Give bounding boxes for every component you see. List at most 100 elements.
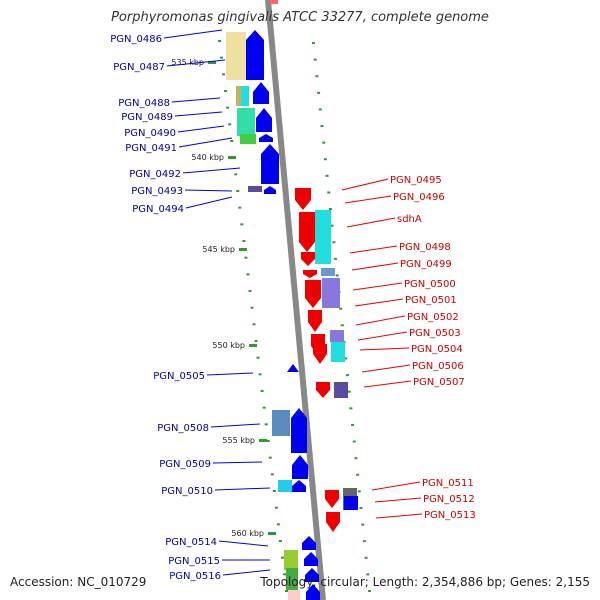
gene-block [237, 108, 255, 136]
forward-gene-arrow [305, 568, 319, 582]
gene-block [315, 210, 331, 264]
gene-label-forward[interactable]: PGN_0488 [118, 98, 170, 109]
gene-block [278, 480, 292, 492]
gene-label-forward[interactable]: PGN_0486 [110, 34, 162, 45]
scale-tick [239, 248, 247, 251]
outer-tick [325, 174, 329, 177]
gene-label-forward[interactable]: PGN_0491 [125, 143, 177, 154]
scale-tick [228, 156, 236, 159]
leader-line [184, 189, 233, 192]
gene-label-forward[interactable]: PGN_0490 [124, 128, 176, 139]
gene-label-forward[interactable]: PGN_0505 [153, 371, 205, 382]
leader-line [352, 282, 403, 291]
gene-label-reverse[interactable]: PGN_0498 [399, 242, 451, 253]
gene-label-reverse[interactable]: PGN_0500 [404, 279, 456, 290]
gene-label-forward[interactable]: PGN_0494 [132, 204, 184, 215]
outer-tick [347, 390, 351, 393]
outer-tick [332, 241, 336, 244]
gene-label-reverse[interactable]: sdhA [397, 214, 422, 225]
outer-tick [323, 158, 327, 161]
leader-line [344, 195, 392, 204]
outer-tick [318, 108, 322, 111]
inner-tick [240, 223, 244, 226]
leader-line [355, 315, 406, 326]
reverse-gene-arrow [308, 310, 322, 332]
gene-label-forward[interactable]: PGN_0508 [157, 423, 209, 434]
forward-gene-arrow [259, 134, 273, 142]
outer-tick [359, 506, 363, 509]
outer-tick [335, 274, 339, 277]
outer-tick [344, 357, 348, 360]
gene-block [286, 568, 298, 590]
gene-block [241, 86, 249, 106]
scale-tick [259, 439, 267, 442]
outer-tick [366, 573, 370, 576]
inner-tick [254, 340, 258, 342]
reverse-gene-arrow [303, 270, 317, 278]
inner-tick [285, 590, 288, 592]
gene-label-reverse[interactable]: PGN_0513 [424, 510, 476, 521]
leader-line [363, 380, 412, 388]
forward-gene-arrow [306, 584, 320, 600]
feature-layer [226, 30, 358, 600]
gene-label-reverse[interactable]: PGN_0499 [400, 259, 452, 270]
map-title: Porphyromonas gingivalis ATCC 33277, com… [111, 10, 489, 25]
gene-label-reverse[interactable]: PGN_0506 [412, 361, 464, 372]
leader-line [174, 111, 223, 117]
leader-line [351, 262, 399, 271]
leader-line [210, 423, 261, 428]
label-layer: PGN_0486 PGN_0487 PGN_0488 PGN_0489 PGN_0490… [110, 34, 475, 582]
outer-tick [327, 191, 331, 194]
topology-text: Topology: circular; Length: 2,354,886 bp… [260, 575, 590, 589]
leader-line [178, 137, 233, 148]
forward-gene-arrow [264, 186, 276, 194]
gene-label-forward[interactable]: PGN_0487 [113, 62, 165, 73]
gene-label-reverse[interactable]: PGN_0502 [407, 312, 459, 323]
gene-label-reverse[interactable]: PGN_0504 [411, 344, 463, 355]
scale-label: 560 kbp [231, 529, 264, 538]
outer-tick [320, 125, 324, 128]
inner-tick [222, 73, 226, 76]
leader-line [177, 125, 225, 133]
gene-label-reverse[interactable]: PGN_0507 [413, 377, 465, 388]
gene-label-forward[interactable]: PGN_0489 [121, 112, 173, 123]
scale-label: 540 kbp [191, 153, 224, 162]
inner-tick [272, 490, 276, 492]
inner-tick [228, 123, 232, 126]
gene-label-forward[interactable]: PGN_0515 [168, 556, 220, 567]
leader-line [341, 178, 389, 191]
gene-block [321, 268, 335, 276]
gene-label-forward[interactable]: PGN_0516 [169, 571, 221, 582]
outer-tick [357, 490, 361, 493]
inner-tick [270, 473, 274, 476]
gene-label-reverse[interactable]: PGN_0495 [390, 175, 442, 186]
leader-line [361, 364, 411, 373]
gene-label-forward[interactable]: PGN_0493 [131, 186, 183, 197]
inner-tick [266, 440, 270, 442]
gene-label-forward[interactable]: PGN_0492 [129, 169, 181, 180]
forward-gene-arrow [292, 455, 308, 479]
leader-line [163, 29, 223, 39]
outer-tick [364, 556, 368, 559]
reverse-gene-arrow [299, 212, 315, 252]
gene-label-reverse[interactable]: PGN_0503 [409, 328, 461, 339]
reverse-gene-arrow [313, 344, 327, 364]
reverse-gene-arrow [295, 188, 311, 210]
scale-label: 545 kbp [202, 245, 235, 254]
gene-label-reverse[interactable]: PGN_0512 [423, 494, 475, 505]
gene-block [284, 550, 298, 570]
gene-label-reverse[interactable]: PGN_0501 [405, 295, 457, 306]
tick-layer: 535 kbp 540 kbp 545 kbp 550 kbp 555 kbp 560 k… [171, 40, 371, 592]
outer-tick [354, 457, 358, 460]
gene-label-forward[interactable]: PGN_0514 [165, 537, 217, 548]
leader-line [357, 331, 408, 341]
gene-label-forward[interactable]: PGN_0509 [159, 459, 211, 470]
outer-tick [330, 224, 334, 227]
accession-text: Accession: NC_010729 [10, 575, 147, 589]
gene-label-reverse[interactable]: PGN_0496 [393, 192, 445, 203]
inner-tick [252, 323, 256, 326]
gene-label-forward[interactable]: PGN_0510 [161, 486, 213, 497]
inner-tick [230, 140, 234, 142]
gene-label-reverse[interactable]: PGN_0511 [422, 478, 474, 489]
leader-line [222, 569, 271, 576]
